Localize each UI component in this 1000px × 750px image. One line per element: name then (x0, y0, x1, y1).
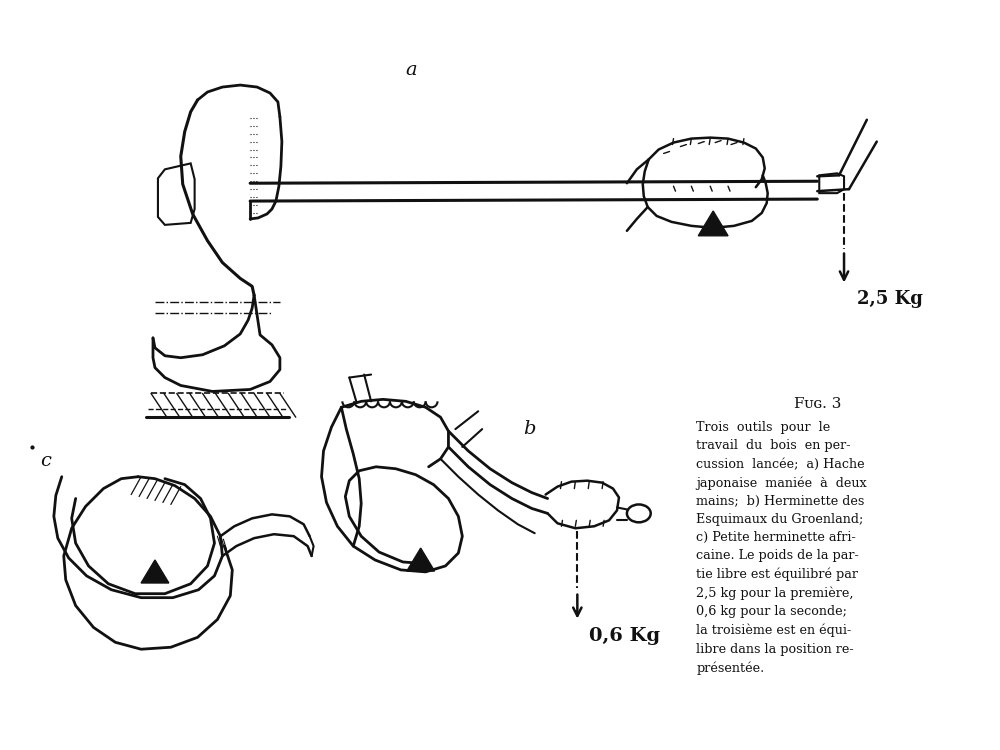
Text: Fᴜɢ. 3: Fᴜɢ. 3 (794, 398, 841, 412)
Text: Trois  outils  pour  le
travail  du  bois  en per-
cussion  lancée;  a) Hache
ja: Trois outils pour le travail du bois en … (696, 422, 867, 674)
Polygon shape (407, 548, 435, 571)
Text: c: c (40, 452, 51, 470)
Text: a: a (405, 62, 417, 80)
Polygon shape (141, 560, 169, 583)
Text: b: b (523, 420, 536, 438)
Polygon shape (819, 173, 844, 194)
Polygon shape (698, 211, 728, 236)
Ellipse shape (627, 505, 651, 522)
Polygon shape (158, 164, 195, 225)
Text: 0,6 Kg: 0,6 Kg (589, 628, 660, 646)
Text: 2,5 Kg: 2,5 Kg (857, 290, 923, 308)
